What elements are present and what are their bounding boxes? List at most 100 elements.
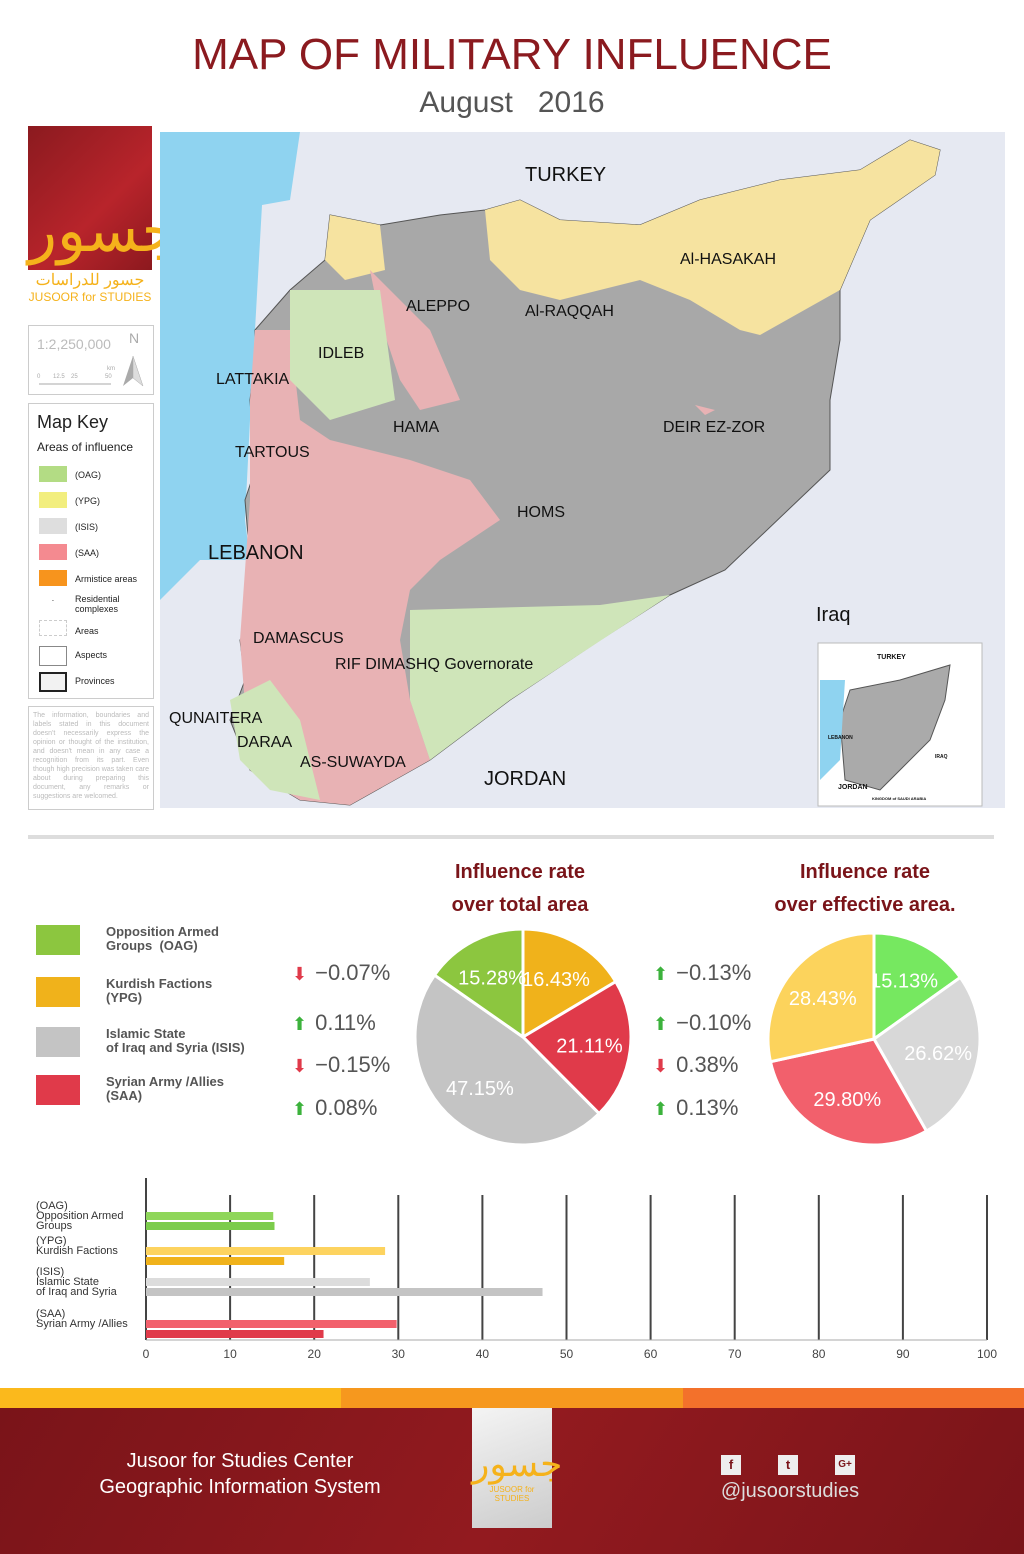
x-tick-label: 30 bbox=[392, 1347, 406, 1361]
key-label: Aspects bbox=[75, 650, 108, 660]
pie-slice-saa bbox=[520, 979, 633, 1116]
label-idleb: IDLEB bbox=[318, 345, 365, 362]
sea bbox=[160, 132, 300, 600]
inset-label-lebanon: LEBANON bbox=[828, 735, 853, 741]
pie-label: 28.43% bbox=[789, 988, 857, 1010]
north-arrow-icon: 0 12.5 25 50 km bbox=[37, 355, 144, 387]
label-damascus: DAMASCUS bbox=[253, 630, 344, 647]
key-label: Armistice areas bbox=[75, 574, 138, 584]
inset-label-turkey: TURKEY bbox=[877, 654, 906, 661]
stripe-segment bbox=[0, 1388, 342, 1408]
scale-tick: 25 bbox=[71, 374, 78, 380]
change-indicator: ⬆ 0.11% bbox=[292, 1010, 376, 1036]
inset-label-jordan: JORDAN bbox=[838, 784, 868, 791]
category-label: (ISIS) bbox=[36, 1266, 64, 1278]
change-indicator: ⬇ −0.07% bbox=[292, 960, 390, 986]
facebook-icon[interactable]: f bbox=[721, 1455, 741, 1475]
key-label: Residential complexes bbox=[75, 594, 120, 614]
social-handle[interactable]: @jusoorstudies bbox=[720, 1480, 860, 1502]
oag-south bbox=[410, 595, 670, 760]
label-rif-dimashq: RIF DIMASHQ Governorate bbox=[335, 656, 534, 673]
key-swatch-armistice bbox=[39, 570, 67, 586]
oag-idleb bbox=[290, 290, 395, 420]
x-tick-label: 60 bbox=[644, 1347, 658, 1361]
faction-label: Islamic State of Iraq and Syria (ISIS) bbox=[106, 1026, 245, 1055]
bar-total-oag bbox=[146, 1222, 275, 1230]
map-key-title: Map Key bbox=[37, 412, 109, 432]
north-label: N bbox=[129, 330, 140, 346]
category-label: of Iraq and Syria bbox=[36, 1286, 118, 1298]
pie-slice-ypg bbox=[521, 927, 618, 1040]
x-tick-label: 100 bbox=[977, 1347, 997, 1361]
logo-text: جسور للدراسات JUSOOR for STUDIES bbox=[28, 270, 152, 316]
arrow-up-icon: ⬆ bbox=[292, 1099, 308, 1119]
footer-line2: Geographic Information System bbox=[99, 1476, 381, 1498]
pie-slice-ypg bbox=[766, 931, 876, 1064]
label-quneitra: QUNAITERA bbox=[169, 710, 263, 727]
x-tick-label: 10 bbox=[223, 1347, 237, 1361]
label-hasakah: Al-HASAKAH bbox=[680, 251, 777, 268]
category-label: Syrian Army /Allies bbox=[36, 1318, 128, 1330]
x-tick-label: 0 bbox=[143, 1347, 150, 1361]
pie-slice-isis bbox=[413, 973, 602, 1147]
change-value: 0.11% bbox=[315, 1010, 376, 1035]
change-indicator: ⬇ 0.38% bbox=[653, 1052, 738, 1078]
change-value: 0.13% bbox=[676, 1095, 739, 1120]
change-value: −0.07% bbox=[315, 960, 391, 985]
x-tick-label: 70 bbox=[728, 1347, 742, 1361]
bar-effective-saa bbox=[146, 1320, 397, 1328]
change-value: 0.38% bbox=[676, 1052, 739, 1077]
x-tick-label: 20 bbox=[308, 1347, 322, 1361]
label-daraa: DARAA bbox=[237, 734, 293, 751]
bar-chart: 0 10 20 30 40 50 60 70 80 90 100 (OAG)Opposition Ar… bbox=[36, 1178, 997, 1361]
pie-label: 47.15% bbox=[446, 1078, 514, 1100]
twitter-icon[interactable]: t bbox=[778, 1455, 798, 1475]
change-indicator: ⬆ 0.13% bbox=[653, 1095, 738, 1121]
faction-swatch bbox=[36, 1075, 80, 1105]
pie-charts: 16.43% 21.11% 47.15% 15.28% 15.13% 26.62% 29.8… bbox=[413, 927, 982, 1147]
pie-slice-saa bbox=[768, 1037, 929, 1147]
change-indicator: ⬆ −0.13% bbox=[653, 960, 751, 986]
pie-label: 15.13% bbox=[870, 971, 938, 993]
label-lattakia: LATTAKIA bbox=[216, 371, 290, 388]
pie-label: 16.43% bbox=[522, 969, 590, 991]
faction-swatch bbox=[36, 977, 80, 1007]
ypg-afrin bbox=[325, 215, 385, 280]
faction-label: Opposition Armed Groups (OAG) bbox=[106, 924, 219, 953]
key-swatch-oag bbox=[39, 466, 67, 482]
category-label: (OAG) bbox=[36, 1200, 68, 1212]
arrow-down-icon: ⬇ bbox=[292, 964, 308, 984]
footer-logo-text: JUSOOR for STUDIES bbox=[489, 1485, 535, 1503]
change-value: −0.13% bbox=[676, 960, 752, 985]
label-tartous: TARTOUS bbox=[235, 444, 310, 461]
faction-swatch bbox=[36, 1027, 80, 1057]
arrow-down-icon: ⬇ bbox=[653, 1056, 669, 1076]
x-tick-label: 40 bbox=[476, 1347, 490, 1361]
saa-deir bbox=[695, 405, 715, 415]
label-homs: HOMS bbox=[517, 504, 565, 521]
category-label: Groups bbox=[36, 1220, 73, 1232]
label-turkey: TURKEY bbox=[525, 164, 607, 186]
pie-label: 26.62% bbox=[904, 1043, 972, 1065]
ypg-north bbox=[485, 140, 940, 335]
key-label: Areas bbox=[75, 626, 99, 636]
inset-label-iraq: IRAQ bbox=[935, 754, 948, 760]
google-plus-icon[interactable]: G+ bbox=[835, 1455, 855, 1475]
pie-total-title: Influence rate over total area bbox=[451, 861, 589, 916]
category-label: Islamic State bbox=[36, 1276, 99, 1288]
category-label: Opposition Armed bbox=[36, 1210, 123, 1222]
scale-tick: 0 bbox=[37, 374, 41, 380]
bar-effective-ypg bbox=[146, 1247, 386, 1255]
bar-effective-isis bbox=[146, 1278, 370, 1286]
pie-slice-isis bbox=[872, 975, 982, 1134]
page-subtitle: August 2016 bbox=[419, 86, 605, 119]
x-tick-label: 80 bbox=[812, 1347, 826, 1361]
key-label: (YPG) bbox=[75, 496, 101, 506]
oag-daraa bbox=[230, 680, 320, 800]
key-swatch-aspects bbox=[39, 646, 67, 666]
pie-effective-title: Influence rate over effective area. bbox=[774, 861, 956, 916]
scale-ratio: 1:2,250,000 bbox=[37, 336, 111, 352]
key-swatch-provinces bbox=[39, 672, 67, 692]
arrow-up-icon: ⬆ bbox=[292, 1014, 308, 1034]
pie-slice-oag bbox=[432, 927, 525, 1040]
